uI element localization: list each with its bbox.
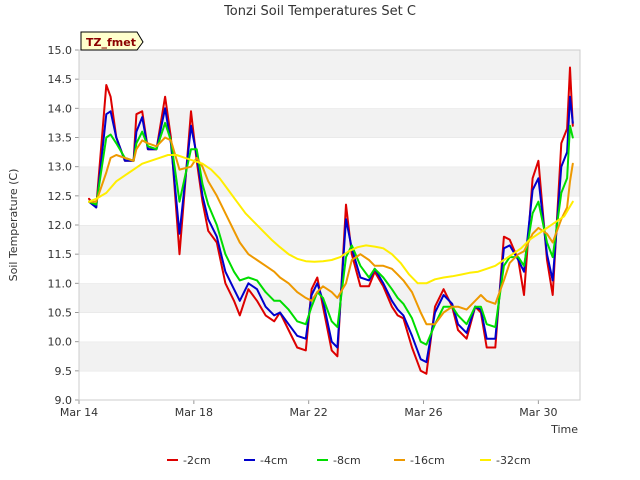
grid-band — [79, 341, 580, 371]
y-tick-label: 9.5 — [55, 365, 73, 378]
y-tick-label: 13.5 — [48, 132, 73, 145]
plot-frame — [78, 49, 581, 401]
x-axis-title: Time — [550, 423, 578, 436]
y-tick-label: 9.0 — [55, 394, 73, 407]
legend-label: -8cm — [333, 454, 361, 467]
y-tick-label: 10.5 — [48, 307, 73, 320]
legend-label: -2cm — [183, 454, 211, 467]
y-tick-label: 13.0 — [48, 161, 73, 174]
y-tick-label: 12.5 — [48, 190, 73, 203]
chart-title: Tonzi Soil Temperatures Set C — [223, 4, 416, 19]
legend-label: -16cm — [410, 454, 445, 467]
y-axis-title: Soil Temperature (C) — [7, 169, 20, 282]
x-axis-ticks: Mar 14 Mar 18 Mar 22 Mar 26 Mar 30 — [60, 400, 557, 419]
y-tick-label: 15.0 — [48, 44, 73, 57]
y-tick-label: 10.0 — [48, 336, 73, 349]
grid-band — [79, 166, 580, 196]
x-tick-label: Mar 14 — [60, 406, 98, 419]
site-tag-box — [80, 31, 144, 51]
grid-band — [79, 254, 580, 284]
grid-band — [79, 225, 580, 255]
grid-bands — [79, 49, 580, 400]
x-tick-label: Mar 30 — [519, 406, 557, 419]
y-tick-label: 12.0 — [48, 219, 73, 232]
grid-band — [79, 50, 580, 80]
grid-band — [79, 370, 580, 400]
site-tag-label: TZ_fmet — [86, 36, 136, 49]
series-line-minus-16cm — [88, 136, 574, 326]
y-tick-label: 14.5 — [48, 73, 73, 86]
grid-band — [79, 283, 580, 313]
legend-label: -32cm — [496, 454, 531, 467]
series-line-minus-4cm — [88, 95, 574, 364]
grid-band — [79, 195, 580, 225]
y-tick-label: 11.5 — [48, 248, 73, 261]
legend-label: -4cm — [260, 454, 288, 467]
site-tag: TZ_fmet — [80, 31, 144, 51]
x-tick-label: Mar 18 — [175, 406, 213, 419]
series-layer — [88, 66, 574, 375]
y-tick-label: 14.0 — [48, 102, 73, 115]
series-line-minus-8cm — [88, 121, 574, 346]
x-tick-label: Mar 22 — [290, 406, 328, 419]
series-line-minus-32cm — [88, 154, 574, 285]
y-tick-label: 11.0 — [48, 277, 73, 290]
legend: -2cm -4cm -8cm -16cm -32cm — [167, 454, 531, 467]
y-axis-ticks: 9.0 9.5 10.0 10.5 11.0 11.5 12.0 12.5 13.0 13.5 14… — [48, 44, 79, 407]
x-tick-label: Mar 26 — [404, 406, 442, 419]
grid-band — [79, 79, 580, 109]
grid-band — [79, 137, 580, 167]
grid-band — [79, 108, 580, 138]
